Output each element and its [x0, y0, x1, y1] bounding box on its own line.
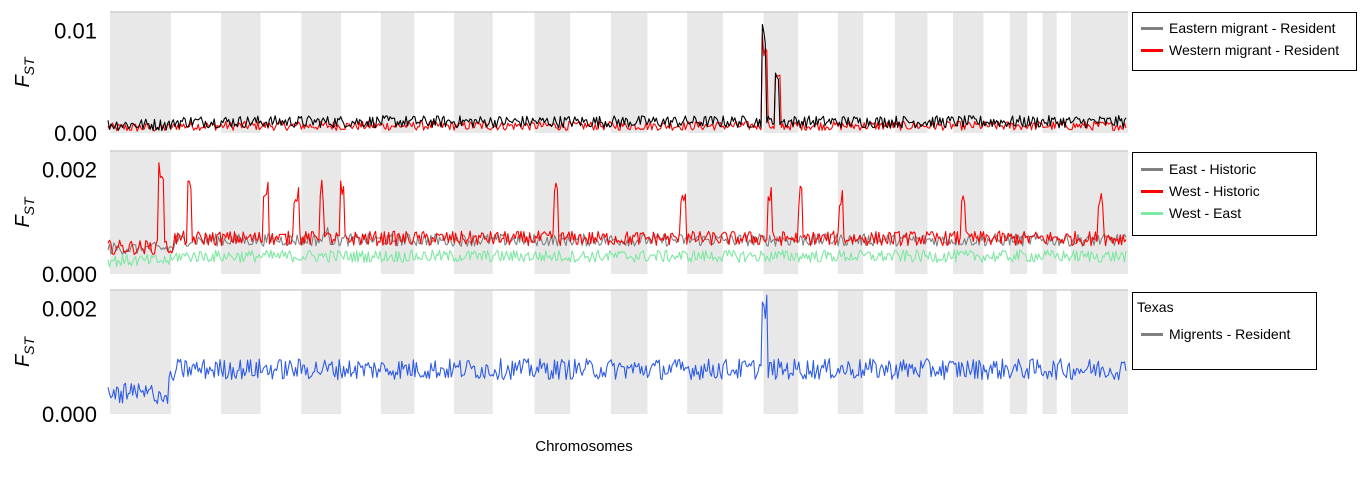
x-axis-label: Chromosomes — [535, 438, 633, 455]
legend-item: Migrents - Resident — [1133, 323, 1316, 345]
chromosome-band — [534, 290, 571, 414]
chromosome-band — [763, 290, 799, 414]
legend-panel-3: Texas Migrents - Resident — [1132, 292, 1317, 370]
legend-item: Eastern migrant - Resident — [1133, 17, 1356, 39]
chromosome-band — [837, 12, 864, 133]
legend-label: West - East — [1169, 205, 1242, 221]
chromosome-band — [454, 12, 493, 133]
legend-swatch — [1141, 332, 1163, 336]
legend-swatch — [1141, 211, 1163, 215]
chart-panel-1: 0.00 0.01 FST — [12, 11, 1128, 146]
legend-label: West - Historic — [1169, 183, 1260, 199]
legend-title: Texas — [1137, 299, 1174, 315]
chromosome-band — [952, 12, 984, 133]
legend-label: Eastern migrant - Resident — [1169, 20, 1336, 36]
legend-item: East - Historic — [1133, 158, 1316, 180]
legend-label: Western migrant - Resident — [1169, 42, 1340, 58]
legend-panel-1: Eastern migrant - Resident Western migran… — [1132, 12, 1357, 71]
chromosome-band — [894, 290, 928, 414]
legend-label: East - Historic — [1169, 161, 1257, 177]
chromosome-band — [1042, 12, 1057, 133]
chromosome-band — [220, 290, 261, 414]
chromosome-band — [952, 290, 984, 414]
chromosome-band — [220, 151, 261, 274]
chromosome-band — [110, 151, 172, 274]
chromosome-band — [837, 290, 864, 414]
chromosome-band — [1070, 151, 1128, 274]
chromosome-band — [610, 12, 648, 133]
chromosome-band — [610, 151, 648, 274]
legend-item: Western migrant - Resident — [1133, 39, 1356, 61]
chromosome-band — [894, 12, 928, 133]
chromosome-band — [1042, 290, 1057, 414]
chromosome-band — [687, 290, 723, 414]
series-line-west-historic — [107, 162, 1127, 256]
y-axis-label: FST — [12, 335, 37, 367]
series-line-migrents-resident — [107, 294, 1127, 405]
chromosome-band — [220, 12, 261, 133]
series-line-eastern-migrant-resident — [107, 23, 1127, 132]
chromosome-band — [1070, 290, 1128, 414]
legend-swatch — [1141, 26, 1163, 30]
chromosome-band — [1009, 290, 1028, 414]
legend-panel-2: East - Historic West - Historic West - Eas… — [1132, 152, 1317, 236]
legend-swatch — [1141, 189, 1163, 193]
y-axis-label: FST — [12, 56, 37, 88]
chromosome-band — [1070, 12, 1128, 133]
chromosome-band — [301, 151, 342, 274]
chromosome-band — [454, 290, 493, 414]
chromosome-band — [380, 12, 415, 133]
legend-label: Migrents - Resident — [1169, 326, 1291, 342]
chromosome-band — [301, 290, 342, 414]
y-tick-label: 0.002 — [42, 157, 97, 182]
chromosome-band — [110, 12, 172, 133]
legend-swatch — [1141, 167, 1163, 171]
chromosome-band — [1009, 12, 1028, 133]
y-tick-label: 0.000 — [42, 402, 97, 427]
y-tick-label: 0.01 — [54, 18, 97, 43]
y-tick-label: 0.000 — [42, 262, 97, 287]
legend-item: West - East — [1133, 202, 1316, 224]
chromosome-band — [610, 290, 648, 414]
chromosome-band — [687, 12, 723, 133]
series-line-west-east — [107, 249, 1127, 268]
legend-item: West - Historic — [1133, 180, 1316, 202]
legend-swatch — [1141, 48, 1163, 52]
chromosome-band — [380, 290, 415, 414]
chromosome-band — [301, 12, 342, 133]
y-tick-label: 0.00 — [54, 121, 97, 146]
y-axis-label: FST — [12, 196, 37, 228]
y-tick-label: 0.002 — [42, 296, 97, 321]
chromosome-band — [763, 151, 799, 274]
chromosome-band — [534, 12, 571, 133]
